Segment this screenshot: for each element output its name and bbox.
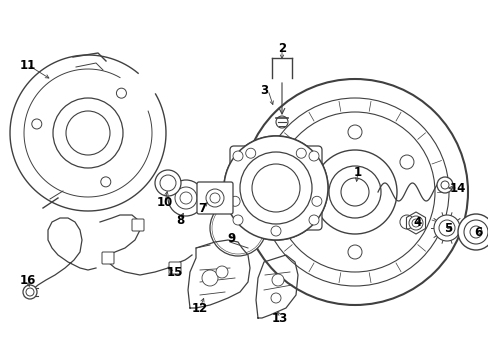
Circle shape [242, 79, 467, 305]
Text: 3: 3 [260, 84, 267, 96]
Circle shape [245, 148, 255, 158]
Circle shape [26, 288, 34, 296]
Circle shape [224, 136, 327, 240]
Circle shape [433, 215, 459, 241]
Circle shape [155, 170, 181, 196]
Circle shape [209, 200, 265, 256]
Circle shape [328, 166, 380, 218]
Circle shape [399, 215, 413, 229]
Circle shape [116, 88, 126, 98]
Circle shape [275, 116, 287, 128]
Circle shape [220, 210, 256, 246]
Circle shape [225, 216, 249, 240]
Circle shape [296, 148, 305, 158]
Circle shape [66, 111, 110, 155]
Circle shape [308, 215, 318, 225]
Circle shape [440, 181, 448, 189]
Circle shape [23, 285, 37, 299]
Circle shape [202, 270, 218, 286]
Text: 10: 10 [157, 195, 173, 208]
Circle shape [295, 155, 309, 169]
Text: 14: 14 [449, 181, 465, 194]
Text: 16: 16 [20, 274, 36, 287]
FancyBboxPatch shape [229, 146, 321, 230]
Circle shape [214, 204, 262, 252]
Circle shape [264, 177, 286, 199]
Circle shape [411, 219, 419, 227]
Circle shape [160, 175, 176, 191]
Text: 9: 9 [227, 231, 236, 244]
Circle shape [347, 245, 361, 259]
Circle shape [274, 112, 434, 272]
Text: 8: 8 [176, 213, 184, 226]
Circle shape [216, 266, 227, 278]
Circle shape [270, 226, 281, 236]
Circle shape [232, 215, 243, 225]
Circle shape [209, 193, 220, 203]
Text: 15: 15 [166, 266, 183, 279]
Circle shape [180, 192, 192, 204]
Circle shape [53, 98, 123, 168]
Text: 11: 11 [20, 59, 36, 72]
Circle shape [436, 177, 452, 193]
Circle shape [212, 202, 264, 254]
FancyBboxPatch shape [102, 252, 114, 264]
Circle shape [101, 177, 111, 187]
Circle shape [340, 178, 368, 206]
Circle shape [347, 125, 361, 139]
Circle shape [234, 146, 317, 230]
Circle shape [244, 156, 307, 220]
Text: 6: 6 [473, 225, 481, 239]
Circle shape [256, 168, 295, 208]
Circle shape [270, 293, 281, 303]
Circle shape [399, 155, 413, 169]
Circle shape [312, 150, 396, 234]
Circle shape [175, 187, 197, 209]
FancyBboxPatch shape [132, 219, 143, 231]
Circle shape [261, 98, 448, 286]
Circle shape [408, 216, 422, 230]
Circle shape [168, 180, 203, 216]
Circle shape [224, 136, 327, 240]
Circle shape [308, 151, 318, 161]
Circle shape [457, 214, 488, 250]
Circle shape [271, 274, 284, 286]
Text: 12: 12 [191, 302, 208, 315]
Circle shape [218, 208, 258, 248]
Circle shape [438, 220, 454, 236]
FancyBboxPatch shape [197, 182, 232, 214]
Circle shape [205, 189, 224, 207]
Circle shape [232, 151, 243, 161]
Circle shape [469, 226, 481, 238]
Circle shape [251, 164, 299, 212]
Text: 1: 1 [353, 166, 361, 179]
Circle shape [463, 220, 487, 244]
Text: 2: 2 [277, 41, 285, 54]
Circle shape [240, 152, 311, 224]
FancyBboxPatch shape [169, 262, 181, 274]
Circle shape [224, 214, 251, 242]
Circle shape [32, 119, 41, 129]
Text: 5: 5 [443, 221, 451, 234]
Circle shape [222, 212, 253, 244]
Text: 4: 4 [413, 216, 421, 229]
Circle shape [295, 215, 309, 229]
Circle shape [311, 196, 321, 206]
Text: 13: 13 [271, 311, 287, 324]
Text: 7: 7 [198, 202, 205, 215]
Circle shape [216, 206, 260, 250]
Circle shape [230, 196, 240, 206]
